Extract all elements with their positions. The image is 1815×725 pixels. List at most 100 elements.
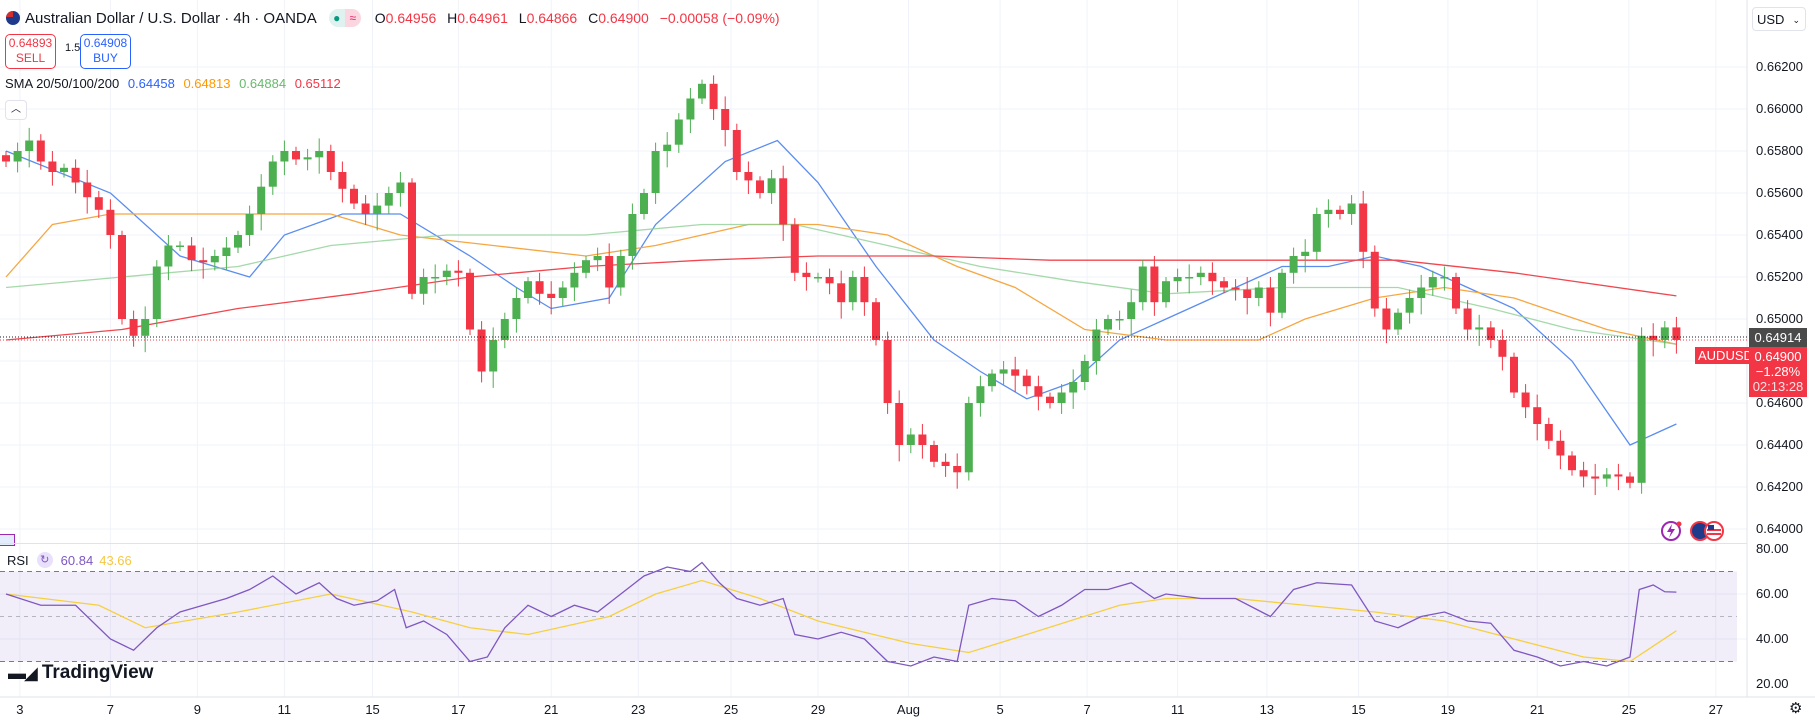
candle-down — [1614, 474, 1623, 477]
candle-up — [1394, 312, 1402, 330]
currency-select[interactable]: USD ⌄ — [1752, 7, 1806, 31]
candle-up — [1405, 298, 1414, 313]
candle-up — [976, 386, 985, 403]
refresh-icon[interactable]: ↻ — [36, 552, 53, 568]
rsi-legend[interactable]: RSI ↻ 60.84 43.66 — [7, 552, 132, 568]
candle-up — [13, 151, 22, 162]
candle-down — [106, 209, 115, 235]
candle-down — [454, 270, 463, 273]
time-tick-label: 15 — [1351, 702, 1365, 717]
low-value: 0.64866 — [526, 10, 578, 26]
candle-down — [338, 172, 347, 189]
candle-up — [964, 403, 973, 473]
pane-divider[interactable] — [0, 543, 1747, 544]
candle-down — [2, 155, 10, 162]
time-axis[interactable]: 3 7 9 11 15 17 21 23 25 29 Aug 5 7 11 13 15 19 21 25 27 — [0, 696, 1815, 717]
candle-down — [779, 178, 788, 225]
candle-down — [326, 151, 335, 172]
candle-down — [292, 151, 300, 160]
us-flag-icon[interactable] — [1704, 521, 1724, 541]
last-price-marker: 0.64914 — [1749, 328, 1807, 347]
candle-down — [48, 161, 57, 172]
pane-handle[interactable] — [0, 534, 15, 546]
time-tick-label: 25 — [1622, 702, 1636, 717]
candle-up — [164, 245, 173, 267]
candle-up — [524, 281, 532, 298]
candle-down — [1370, 251, 1379, 309]
candle-down — [1150, 266, 1159, 303]
lightning-icon[interactable] — [1661, 521, 1682, 541]
candle-down — [930, 445, 938, 462]
candle-down — [1359, 203, 1368, 252]
sma-line-SMA100 — [5, 223, 1677, 345]
sma20-value: 0.64458 — [127, 76, 175, 91]
candle-up — [500, 319, 509, 340]
candle-up — [373, 205, 382, 214]
candle-up — [303, 157, 312, 160]
sell-button[interactable]: 0.64893 SELL — [5, 34, 56, 69]
currency-value: USD — [1757, 12, 1785, 27]
symbol-title[interactable]: Australian Dollar / U.S. Dollar · 4h · O… — [25, 9, 317, 27]
candle-down — [1544, 424, 1553, 441]
candle-up — [1278, 272, 1286, 313]
sma200-value: 0.65112 — [294, 76, 341, 91]
sell-price: 0.64893 — [8, 36, 53, 50]
collapse-legend-button[interactable]: ︿ — [5, 100, 27, 120]
tradingview-logo[interactable]: ▬◢ TradingView — [8, 662, 154, 683]
chevron-up-icon: ︿ — [11, 104, 21, 115]
sma50-value: 0.64813 — [183, 76, 231, 91]
time-tick-label: 7 — [107, 702, 114, 717]
candle-down — [1510, 356, 1518, 393]
tv-logo-icon: ▬◢ — [8, 662, 38, 683]
candle-up — [1254, 287, 1263, 298]
candle-up — [1312, 214, 1321, 252]
rsi-tick-label: 20.00 — [1756, 676, 1789, 691]
candles — [0, 75, 1747, 495]
price-tick-label: 0.66200 — [1756, 59, 1803, 74]
candle-up — [640, 193, 648, 214]
grid — [0, 0, 1748, 697]
candle-up — [1602, 474, 1611, 479]
candle-up — [558, 287, 567, 298]
rsi-tick-label: 60.00 — [1756, 586, 1789, 601]
candle-up — [257, 186, 266, 214]
candle-down — [1533, 407, 1542, 424]
approx-icon: ≈ — [344, 9, 361, 27]
candle-up — [210, 256, 219, 263]
price-tick-label: 0.65000 — [1756, 311, 1803, 326]
candle-up — [698, 83, 706, 99]
candle-down — [547, 293, 556, 298]
change-value: −0.00058 (−0.09%) — [659, 10, 780, 26]
candle-down — [1220, 281, 1228, 288]
sma-line-SMA20 — [5, 139, 1677, 446]
candle-up — [1475, 327, 1484, 330]
candle-down — [1579, 470, 1588, 477]
price-tick-label: 0.66000 — [1756, 101, 1803, 116]
settings-gear-icon[interactable]: ⚙ — [1789, 700, 1803, 717]
candle-down — [825, 277, 834, 284]
price-tick-label: 0.65800 — [1756, 143, 1803, 158]
market-status[interactable]: ● ≈ — [328, 9, 361, 27]
candle-up — [628, 214, 637, 256]
chevron-down-icon: ⌄ — [1792, 15, 1800, 25]
candle-down — [1046, 396, 1054, 403]
candle-up — [1104, 319, 1112, 330]
candle-down — [1452, 277, 1460, 309]
candle-down — [350, 188, 358, 204]
candle-down — [1568, 455, 1576, 471]
candle-up — [616, 256, 625, 288]
buy-button[interactable]: 0.64908 BUY — [80, 34, 131, 69]
rsi-signal-value: 43.66 — [99, 552, 132, 568]
price-tick-label: 0.64400 — [1756, 437, 1803, 452]
event-icons[interactable] — [1660, 520, 1730, 542]
candle-up — [268, 161, 277, 187]
candle-down — [756, 180, 764, 193]
candle-down — [1486, 327, 1495, 340]
sell-label: SELL — [15, 51, 46, 65]
time-tick-label: 11 — [278, 702, 292, 717]
candle-up — [1057, 392, 1066, 403]
sma-legend[interactable]: SMA 20/50/100/200 0.64458 0.64813 0.6488… — [5, 76, 346, 91]
open-dot-icon: ● — [328, 9, 345, 27]
aud-flag-icon — [6, 11, 20, 25]
